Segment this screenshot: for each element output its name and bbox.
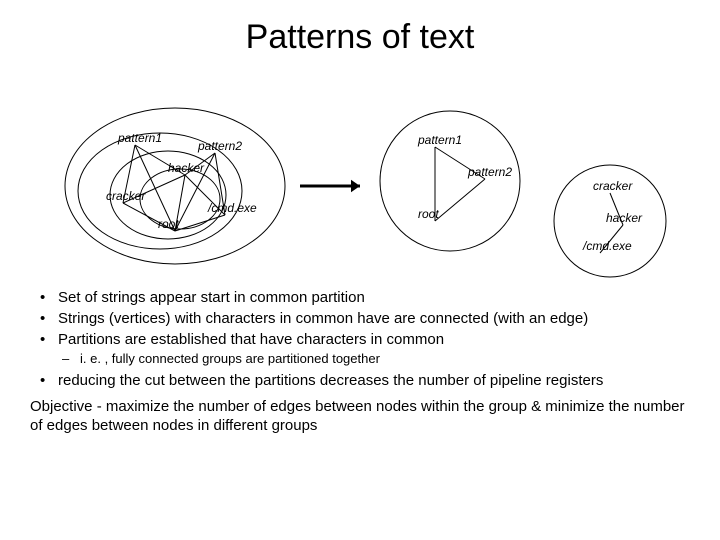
bullet: reducing the cut between the partitions …: [36, 372, 684, 391]
node-label: hacker: [606, 211, 642, 225]
node-label: pattern1: [418, 133, 462, 147]
node-label: /cmd.exe: [583, 239, 632, 253]
node-label: pattern2: [198, 139, 242, 153]
bullet: Set of strings appear start in common pa…: [36, 289, 684, 308]
page-title: Patterns of text: [0, 0, 720, 67]
bullet-list: Set of strings appear start in common pa…: [0, 281, 720, 390]
sub-bullet: i. e. , fully connected groups are parti…: [36, 351, 684, 367]
node-label: root: [158, 217, 179, 231]
node-label: hacker: [168, 161, 204, 175]
node-label: cracker: [593, 179, 632, 193]
node-label: pattern2: [468, 165, 512, 179]
node-label: pattern1: [118, 131, 162, 145]
node-label: /cmd.exe: [208, 201, 257, 215]
node-label: root: [418, 207, 439, 221]
node-label: cracker: [106, 189, 145, 203]
bullet: Strings (vertices) with characters in co…: [36, 310, 684, 329]
bullet: Partitions are established that have cha…: [36, 331, 684, 350]
objective-text: Objective - maximize the number of edges…: [0, 392, 720, 436]
diagram: pattern1 pattern2 hacker cracker root/cmd.ex…: [0, 71, 720, 281]
